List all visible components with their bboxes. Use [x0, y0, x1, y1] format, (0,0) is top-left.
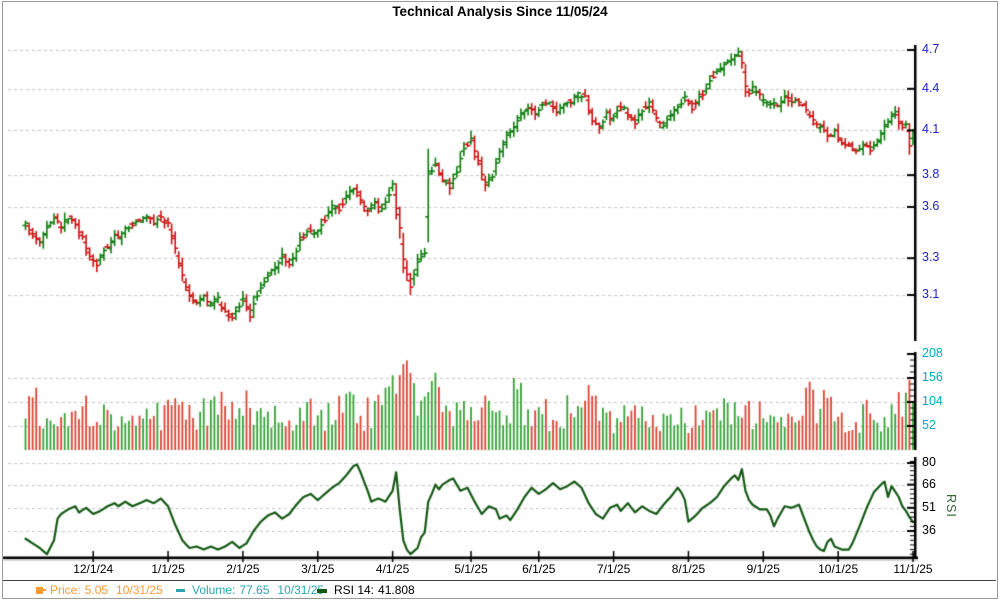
- price-legend-label: Price:: [50, 583, 81, 597]
- legend-item-volume: Volume: 77.65 10/31/25: [176, 583, 324, 599]
- legend-divider: [3, 580, 996, 581]
- legend-item-rsi: RSI 14: 41.808: [317, 583, 415, 599]
- price-legend-date: 10/31/25: [116, 583, 163, 597]
- rsi-legend-value: 41.808: [378, 583, 415, 597]
- legend-item-price: Price: 5.05 10/31/25: [36, 583, 163, 599]
- volume-legend-value: 77.65: [239, 583, 270, 597]
- legend: Price: 5.05 10/31/25 Volume: 77.65 10/31/25 …: [0, 583, 1000, 599]
- rsi-axis-title: RSI: [944, 494, 958, 518]
- price-legend-value: 5.05: [84, 583, 109, 597]
- page-title: Technical Analysis Since 11/05/24: [392, 4, 608, 19]
- rsi-dash-icon: [317, 588, 327, 593]
- volume-legend-date: 10/31/25: [277, 583, 325, 597]
- volume-dash-icon: [176, 589, 185, 593]
- rsi-legend-label: RSI 14:: [334, 583, 375, 597]
- volume-legend-label: Volume:: [192, 583, 236, 597]
- price-candle-icon: [36, 587, 46, 595]
